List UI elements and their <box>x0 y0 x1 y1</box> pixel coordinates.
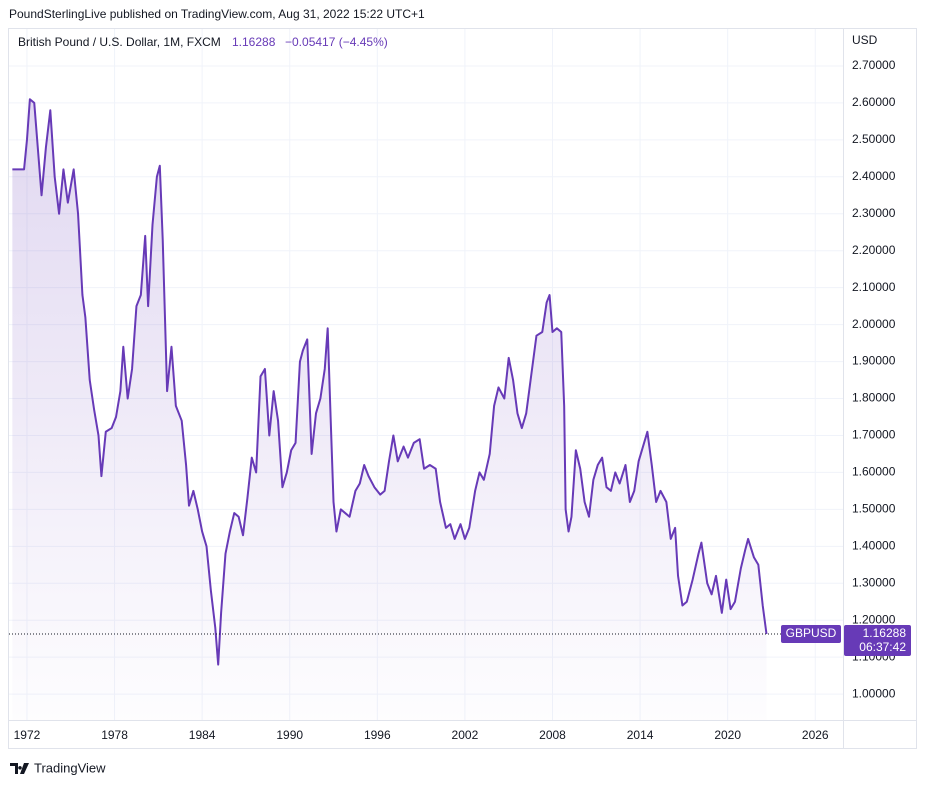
y-tick-label: 1.80000 <box>852 391 896 405</box>
plot-area <box>12 98 768 720</box>
legend-change: −0.05417 (−4.45%) <box>285 35 388 49</box>
x-tick-label: 1978 <box>101 728 128 742</box>
price-tag <box>844 624 911 656</box>
y-tick-label: 1.30000 <box>852 575 896 589</box>
y-axis-label: USD <box>852 33 878 47</box>
area-fill <box>12 99 767 720</box>
x-tick-label: 2020 <box>714 728 741 742</box>
x-tick-label: 2008 <box>539 728 566 742</box>
legend-price: 1.16288 <box>232 35 276 49</box>
y-tick-label: 1.00000 <box>852 686 896 700</box>
y-tick-label: 2.40000 <box>852 169 896 183</box>
y-tick-label: 2.50000 <box>852 132 896 146</box>
x-tick-label: 2026 <box>802 728 829 742</box>
y-tick-label: 1.70000 <box>852 428 896 442</box>
price-tag-value: 1.16288 <box>863 626 907 640</box>
y-tick-label: 1.60000 <box>852 465 896 479</box>
y-tick-label: 1.20000 <box>852 612 896 626</box>
x-tick-label: 1990 <box>276 728 303 742</box>
footer-logo: TradingView <box>10 760 106 775</box>
y-tick-label: 2.20000 <box>852 243 896 257</box>
x-tick-label: 1984 <box>189 728 216 742</box>
chart-frame <box>8 28 917 749</box>
y-tick-label: 2.60000 <box>852 95 896 109</box>
price-line <box>12 98 768 666</box>
x-tick-label: 1972 <box>14 728 41 742</box>
y-tick-label: 2.70000 <box>852 58 896 72</box>
y-tick-label: 2.00000 <box>852 317 896 331</box>
x-tick-label: 1996 <box>364 728 391 742</box>
y-tick-label: 2.10000 <box>852 280 896 294</box>
symbol-tag-label: GBPUSD <box>786 626 837 640</box>
y-tick-label: 1.50000 <box>852 502 896 516</box>
y-tick-label: 2.30000 <box>852 206 896 220</box>
logo-icon <box>10 763 29 774</box>
price-tag-countdown: 06:37:42 <box>859 640 906 654</box>
axes: 1.000001.100001.200001.300001.400001.500… <box>14 58 896 742</box>
y-tick-label: 1.90000 <box>852 354 896 368</box>
x-tick-label: 2014 <box>627 728 654 742</box>
y-tick-label: 1.40000 <box>852 538 896 552</box>
symbol-tag <box>781 624 841 643</box>
footer-brand: TradingView <box>34 760 106 775</box>
publish-header: PoundSterlingLive published on TradingVi… <box>9 7 425 21</box>
x-tick-label: 2002 <box>452 728 479 742</box>
chart-title: British Pound / U.S. Dollar, 1M, FXCM <box>18 35 221 49</box>
